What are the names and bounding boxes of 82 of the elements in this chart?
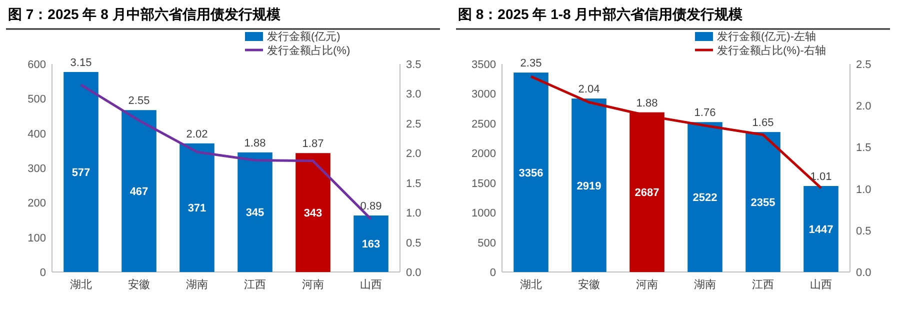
data-label: 2.02 — [186, 128, 208, 140]
data-label: 343 — [304, 208, 322, 220]
data-label: 2.04 — [578, 84, 600, 96]
data-label: 1.88 — [636, 97, 658, 110]
bar — [296, 153, 330, 272]
data-label: 1.87 — [302, 138, 324, 150]
y-tick-label: 300 — [28, 163, 46, 175]
data-label: 1.01 — [810, 171, 832, 184]
data-label: 2.55 — [128, 95, 150, 108]
x-tick-label: 江西 — [244, 279, 266, 291]
bar — [746, 132, 780, 272]
y2-tick-label: 0.0 — [856, 267, 872, 279]
y2-tick-label: 1.0 — [406, 208, 422, 220]
y2-tick-label: 3.0 — [406, 88, 422, 101]
y2-tick-label: 2.5 — [406, 118, 422, 130]
data-label: 577 — [72, 166, 90, 179]
x-tick-label: 山西 — [360, 278, 382, 291]
y2-tick-label: 2.5 — [856, 59, 872, 71]
y-tick-label: 500 — [28, 94, 46, 106]
data-label: 0.89 — [360, 200, 382, 212]
y-tick-label: 100 — [28, 232, 46, 244]
y-tick-label: 2000 — [472, 148, 496, 160]
data-label: 371 — [188, 202, 206, 215]
bar — [688, 122, 722, 272]
x-tick-label: 山西 — [810, 278, 832, 291]
data-label: 1.65 — [752, 117, 774, 130]
y2-tick-label: 0.0 — [406, 267, 422, 279]
y-tick-label: 200 — [28, 198, 46, 210]
data-label: 2522 — [692, 192, 718, 204]
data-label: 2919 — [576, 180, 602, 192]
y-tick-label: 400 — [28, 128, 46, 140]
bar — [514, 72, 548, 272]
data-label: 2355 — [750, 197, 776, 210]
y-tick-label: 500 — [478, 237, 496, 250]
data-label: 163 — [362, 238, 380, 251]
y2-tick-label: 1.5 — [406, 178, 422, 190]
chart-title: 图 8：2025 年 1-8 月中部六省信用债发行规模 — [458, 6, 744, 22]
y2-tick-label: 0.5 — [406, 237, 422, 250]
y-tick-label: 0 — [490, 267, 496, 279]
y-tick-label: 3500 — [472, 59, 496, 71]
x-tick-label: 湖南 — [694, 278, 716, 291]
bar — [572, 98, 606, 272]
bar — [122, 110, 156, 272]
y2-tick-label: 2.0 — [406, 148, 422, 160]
data-label: 1447 — [808, 224, 834, 236]
data-label: 2687 — [634, 187, 660, 200]
y2-tick-label: 3.5 — [406, 59, 422, 71]
x-tick-label: 湖南 — [186, 278, 208, 291]
legend-label: 发行金额占比(%) — [267, 44, 350, 57]
y-tick-label: 1000 — [472, 208, 496, 220]
data-label: 3.15 — [70, 56, 92, 69]
x-tick-label: 湖北 — [70, 278, 92, 291]
data-label: 467 — [130, 186, 148, 198]
x-tick-label: 湖北 — [520, 278, 542, 291]
bar — [804, 186, 838, 272]
legend-label: 发行金额占比(%)-右轴 — [717, 44, 826, 57]
bar — [238, 152, 272, 272]
y2-tick-label: 1.5 — [856, 142, 872, 154]
data-label: 2.35 — [520, 58, 542, 70]
y2-tick-label: 0.5 — [856, 225, 872, 238]
bar — [180, 143, 214, 272]
y2-tick-label: 2.0 — [856, 100, 872, 113]
legend-label: 发行金额(亿元)-左轴 — [717, 30, 816, 43]
x-tick-label: 安徽 — [128, 278, 150, 291]
data-label: 345 — [246, 207, 264, 220]
x-tick-label: 河南 — [302, 278, 324, 291]
x-tick-label: 河南 — [636, 278, 658, 291]
y-tick-label: 0 — [40, 267, 46, 279]
y-tick-label: 600 — [28, 59, 46, 71]
y-tick-label: 1500 — [472, 178, 496, 190]
data-label: 1.76 — [694, 107, 716, 120]
x-tick-label: 江西 — [752, 279, 774, 291]
bar — [354, 215, 388, 272]
y2-tick-label: 1.0 — [856, 184, 872, 196]
legend-label: 发行金额(亿元) — [267, 30, 340, 43]
y-tick-label: 3000 — [472, 88, 496, 101]
chart-title: 图 7：2025 年 8 月中部六省信用债发行规模 — [8, 6, 282, 22]
y-tick-label: 2500 — [472, 118, 496, 130]
data-label: 1.88 — [244, 137, 266, 150]
data-label: 3356 — [518, 167, 544, 180]
bar — [64, 72, 98, 272]
x-tick-label: 安徽 — [578, 278, 600, 291]
